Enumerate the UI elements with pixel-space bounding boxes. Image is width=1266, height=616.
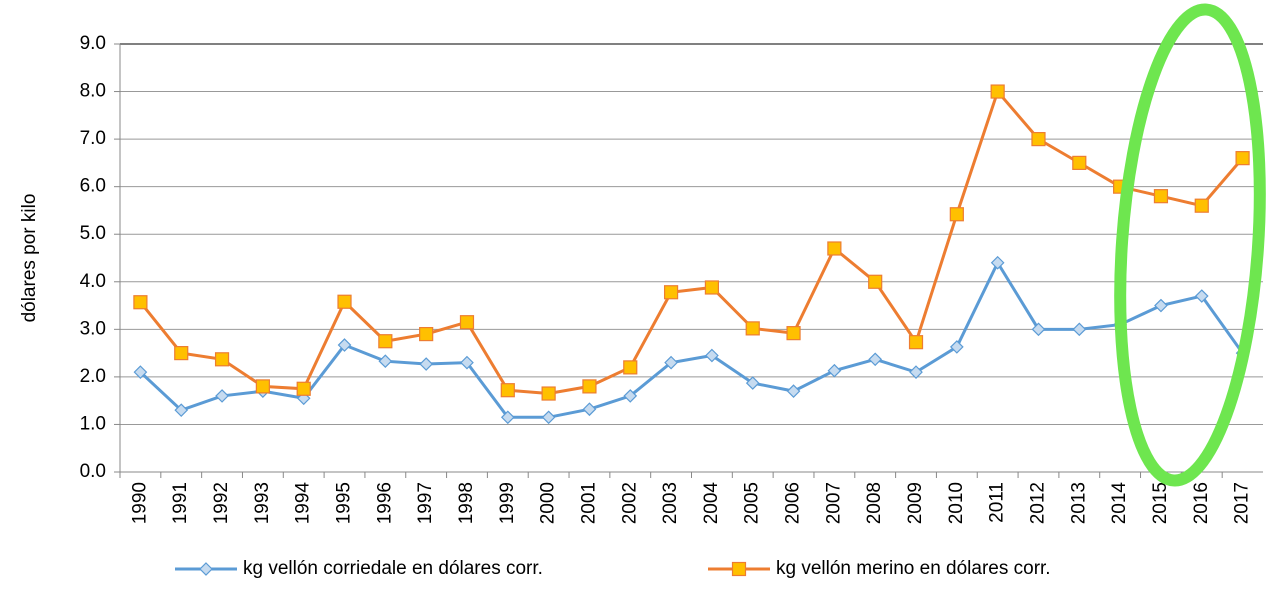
marker: [500, 383, 515, 398]
x-tick-label: 1996: [374, 482, 395, 524]
marker: [827, 363, 842, 378]
x-tick-label: 2012: [1027, 482, 1048, 524]
marker: [174, 403, 189, 418]
marker: [949, 340, 964, 354]
x-tick-label: 2015: [1150, 482, 1171, 524]
marker: [1031, 322, 1046, 337]
marker: [1031, 132, 1046, 147]
x-tick-label: 2016: [1191, 482, 1212, 524]
marker: [1072, 322, 1087, 337]
marker: [1194, 198, 1209, 213]
x-tick-label: 2014: [1109, 482, 1130, 525]
x-tick-label: 1994: [293, 482, 314, 525]
x-tick-label: 1993: [252, 482, 273, 524]
marker: [663, 285, 679, 300]
marker: [786, 326, 801, 341]
series-line: [139, 88, 1244, 396]
y-tick-label: 2.0: [80, 366, 106, 387]
highlight-ellipse: [1114, 3, 1266, 487]
x-tick-label: 1998: [456, 482, 477, 524]
marker: [378, 354, 393, 369]
marker: [731, 561, 747, 577]
x-tick-label: 2009: [905, 482, 926, 524]
marker: [909, 365, 923, 379]
x-tick-label: 1991: [170, 482, 191, 524]
x-tick-label: 2006: [783, 482, 804, 524]
legend-label: kg vellón merino en dólares corr.: [776, 558, 1051, 579]
marker: [582, 402, 597, 417]
marker: [378, 334, 393, 349]
x-tick-label: 1999: [497, 482, 518, 524]
marker: [199, 562, 213, 576]
y-tick-label: 9.0: [80, 33, 106, 54]
y-tick-label: 1.0: [80, 413, 106, 434]
marker: [337, 294, 352, 309]
x-tick-label: 2017: [1232, 482, 1253, 524]
marker: [1194, 289, 1209, 303]
marker: [500, 410, 515, 425]
x-tick-label: 2007: [823, 482, 844, 524]
y-tick-label: 4.0: [80, 271, 106, 292]
x-tick-label: 2008: [864, 482, 885, 524]
marker: [255, 379, 270, 394]
marker: [1154, 298, 1168, 313]
marker: [908, 335, 924, 350]
x-tick-label: 2013: [1068, 482, 1089, 524]
marker: [990, 84, 1005, 99]
marker: [745, 321, 760, 336]
marker: [1235, 151, 1250, 166]
x-tick-label: 1992: [211, 482, 232, 524]
y-tick-label: 6.0: [80, 176, 106, 197]
y-tick-label: 5.0: [80, 223, 106, 244]
series-line: [139, 259, 1244, 419]
marker: [419, 357, 434, 371]
marker: [133, 295, 148, 310]
y-tick-label: 7.0: [80, 128, 106, 149]
x-tick-label: 2011: [987, 482, 1008, 523]
marker: [460, 355, 474, 370]
x-tick-label: 2010: [946, 482, 967, 524]
y-tick-label: 3.0: [80, 318, 106, 339]
marker: [704, 280, 720, 295]
marker: [745, 376, 760, 390]
marker: [296, 381, 311, 396]
x-tick-label: 1995: [334, 482, 355, 524]
legend-label: kg vellón corriedale en dólares corr.: [243, 558, 543, 579]
marker: [337, 338, 352, 352]
marker: [664, 355, 678, 370]
marker: [949, 207, 964, 222]
marker: [215, 389, 229, 403]
x-tick-label: 2000: [538, 482, 559, 524]
x-tick-label: 1990: [129, 482, 150, 524]
marker: [582, 379, 597, 394]
y-tick-label: 8.0: [80, 81, 106, 102]
x-tick-label: 2003: [660, 482, 681, 524]
marker: [541, 386, 556, 401]
marker: [214, 352, 230, 367]
marker: [1153, 189, 1169, 204]
x-tick-label: 2005: [742, 482, 763, 524]
marker: [868, 352, 883, 367]
plot-area: 0.0 1.0 2.0 3.0 4.0 5.0 6.0 7.0 8.0 9.0 1990 1991 19…: [80, 33, 1263, 579]
marker: [786, 384, 801, 399]
marker: [419, 326, 434, 342]
x-tick-label: 2004: [701, 482, 722, 525]
marker: [133, 365, 148, 379]
marker: [868, 274, 883, 289]
y-tick-label: 0.0: [80, 461, 106, 482]
marker: [990, 255, 1005, 270]
marker: [1072, 155, 1087, 170]
y-axis-label: dólares por kilo: [19, 194, 40, 323]
marker: [623, 389, 638, 403]
marker: [705, 348, 719, 363]
marker: [174, 346, 189, 361]
x-tick-label: 2002: [619, 482, 640, 524]
marker: [623, 360, 638, 375]
x-tick-label: 2001: [578, 482, 599, 524]
marker: [541, 410, 556, 425]
x-tick-label: 1997: [415, 482, 436, 524]
marker: [827, 241, 842, 256]
marker: [459, 315, 475, 330]
